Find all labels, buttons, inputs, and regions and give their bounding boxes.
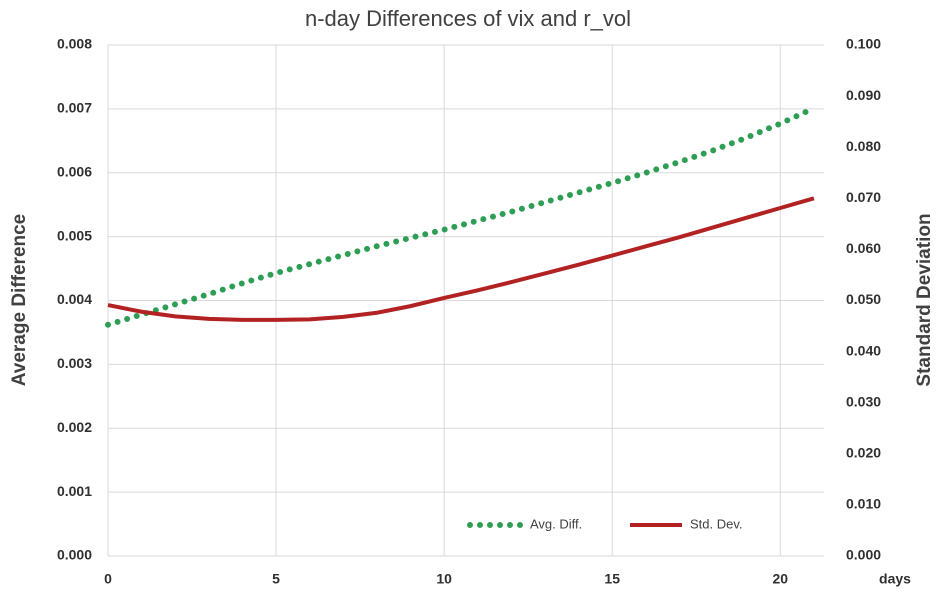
series-line [107, 196, 815, 322]
y2-tick-label: 0.090 [846, 87, 881, 103]
y-tick-label: 0.002 [57, 419, 92, 435]
x-tick-label: 15 [604, 571, 620, 587]
chart-title: n-day Differences of vix and r_vol [305, 6, 631, 31]
y-axis-title: Average Difference [9, 214, 30, 386]
y2-tick-label: 0.030 [846, 393, 881, 409]
x-tick-label: 10 [436, 571, 452, 587]
y-tick-label: 0.001 [57, 483, 92, 499]
y-tick-label: 0.007 [57, 100, 92, 116]
y2-tick-label: 0.000 [846, 547, 881, 563]
y2-tick-label: 0.010 [846, 496, 881, 512]
y2-tick-label: 0.040 [846, 342, 881, 358]
y2-tick-label: 0.100 [846, 36, 881, 52]
y-tick-label: 0.005 [57, 227, 92, 243]
x-tick-label: 20 [773, 571, 789, 587]
y-tick-label: 0.006 [57, 163, 92, 179]
series-line [105, 105, 817, 328]
legend-label: Avg. Diff. [530, 516, 582, 531]
y-tick-label: 0.003 [57, 355, 92, 371]
y2-tick-label: 0.070 [846, 189, 881, 205]
x-tick-label: 0 [104, 571, 112, 587]
y-tick-label: 0.004 [57, 291, 92, 307]
y2-tick-label: 0.020 [846, 445, 881, 461]
y2-tick-label: 0.050 [846, 291, 881, 307]
x-axis-title: days [879, 571, 911, 587]
y-tick-label: 0.008 [57, 36, 92, 52]
legend-label: Std. Dev. [690, 516, 743, 531]
y2-tick-label: 0.080 [846, 138, 881, 154]
y2-tick-label: 0.060 [846, 240, 881, 256]
x-tick-label: 5 [272, 571, 280, 587]
y2-axis-title: Standard Deviation [914, 213, 935, 386]
y-tick-label: 0.000 [57, 547, 92, 563]
